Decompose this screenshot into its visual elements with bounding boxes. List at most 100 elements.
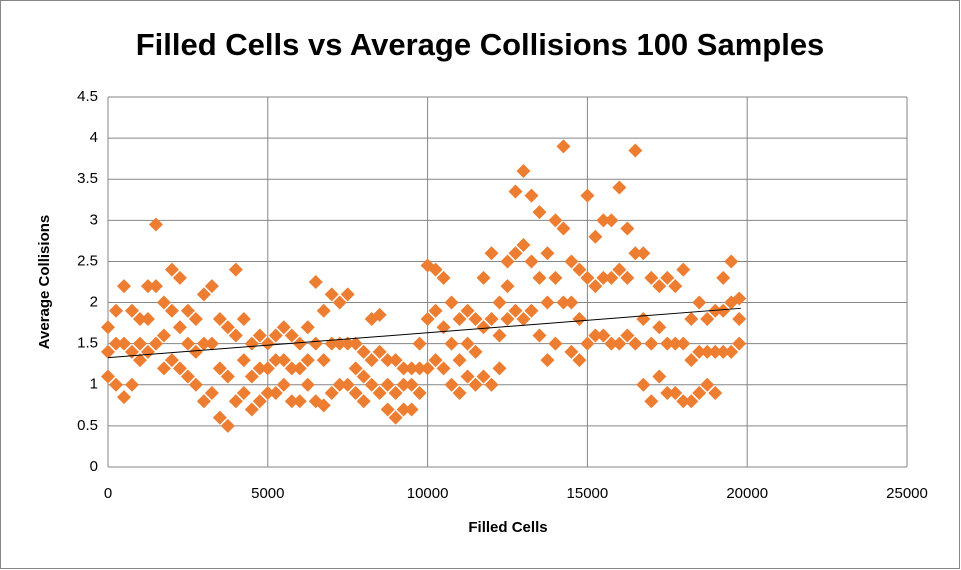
data-point [692,344,707,359]
data-point [276,377,291,392]
data-point [332,377,347,392]
data-point [556,295,571,310]
data-point [620,221,635,236]
data-point [268,386,283,400]
y-tick-label: 2.5 [77,252,98,269]
data-point [660,336,675,351]
data-point [124,377,139,392]
data-point [588,229,603,244]
data-point [316,303,331,318]
data-point [588,279,603,294]
data-point [564,254,579,269]
data-point [412,336,427,351]
data-point [380,353,395,368]
data-point [292,361,307,376]
x-tick-label: 20000 [726,485,768,502]
data-point [188,312,203,326]
data-point [372,386,387,400]
data-point [284,394,299,409]
data-point [476,369,491,384]
data-point [180,336,195,351]
data-point [372,307,387,322]
data-point [228,328,243,343]
y-tick-label: 4 [90,129,98,146]
chart-title: Filled Cells vs Average Collisions 100 S… [136,27,825,62]
data-point [140,312,155,326]
data-point [604,270,619,285]
data-point [604,213,619,228]
data-point [236,386,251,400]
data-point [316,398,331,413]
data-point [332,295,347,310]
data-point [652,320,667,335]
data-point [404,402,419,417]
data-point [620,328,635,343]
data-point [156,328,171,343]
data-point [252,328,267,343]
data-point [252,394,267,409]
data-point [548,270,563,285]
data-point [612,262,627,277]
data-point [212,410,227,425]
data-point [572,262,587,277]
data-point [292,394,307,409]
y-tick-label: 0.5 [77,417,98,434]
data-point [572,312,587,326]
data-point [628,336,643,351]
data-point [540,353,555,368]
data-point [108,303,123,318]
data-point [116,279,131,294]
data-point [716,303,731,318]
data-point [196,287,211,302]
data-point [444,377,459,392]
data-point [188,344,203,359]
data-point [556,139,571,154]
data-point [436,361,451,376]
data-point [732,291,747,306]
data-point [516,164,531,178]
x-tick-label: 15000 [567,485,609,502]
data-point [244,402,259,417]
data-point [652,279,667,294]
data-point [516,238,531,252]
data-point [316,353,331,368]
data-point [236,312,251,326]
data-point [508,246,523,261]
data-point [308,275,323,289]
data-point [356,394,371,409]
data-point [228,262,243,277]
data-point [660,270,675,285]
data-point [348,361,363,376]
data-point [372,344,387,359]
data-point [276,353,291,368]
data-point [324,287,339,302]
data-point [556,221,571,236]
data-point [492,328,507,343]
data-point [348,336,363,351]
data-point [548,336,563,351]
data-point [596,328,611,343]
data-point [612,336,627,351]
data-point [196,336,211,351]
data-point [508,303,523,318]
data-point [540,295,555,310]
data-point [132,353,147,368]
data-point [348,386,363,400]
data-point [716,270,731,285]
y-tick-label: 3.5 [77,170,98,187]
data-point [300,353,315,368]
data-point [564,344,579,359]
data-point [340,377,355,392]
y-tick-label: 0 [90,458,98,475]
data-point [460,336,475,351]
data-point [644,270,659,285]
data-point [476,270,491,285]
data-point [524,188,539,203]
data-point [524,254,539,269]
data-point [132,312,147,326]
data-point [148,217,163,232]
data-point [548,213,563,228]
y-tick-label: 4.5 [77,88,98,105]
data-point [724,254,739,269]
data-point [204,279,219,294]
